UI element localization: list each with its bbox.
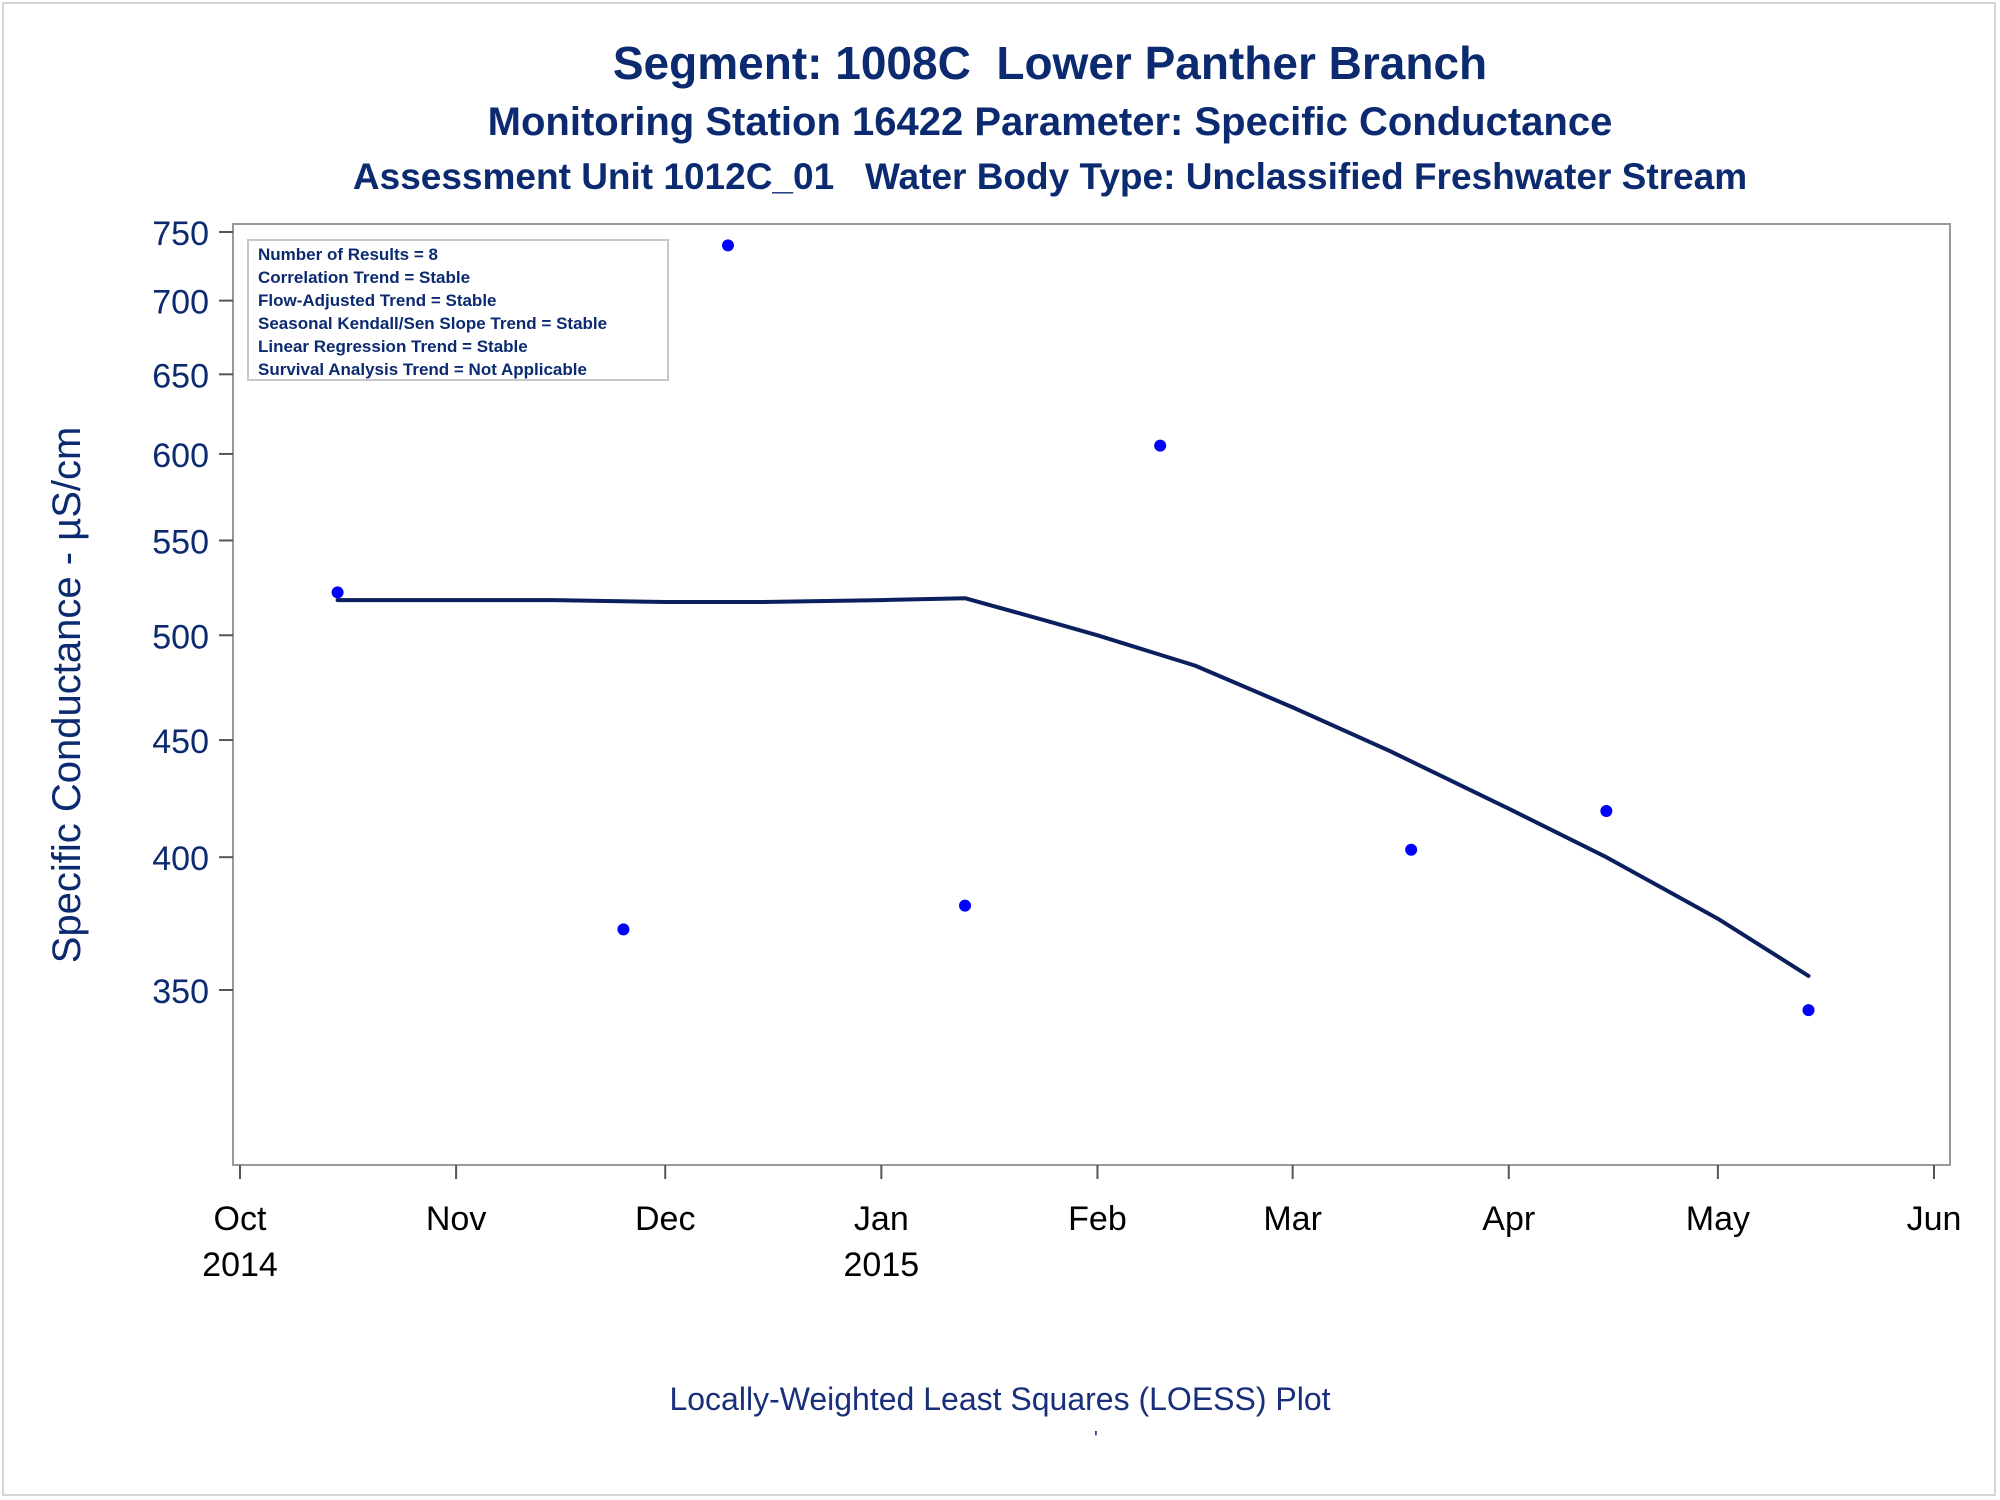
x-tick-label: Dec [635,1200,695,1238]
x-tick-label: Jan [854,1200,909,1238]
data-point [721,239,734,252]
y-axis: 350 400 450 500 550 600 650 700 750 [152,215,233,1011]
stats-line: Correlation Trend = Stable [258,268,470,287]
x-tick-label: Oct [214,1200,267,1238]
plot-area [232,223,1951,1166]
x-tick-year-label: 2015 [844,1246,920,1284]
data-point [617,923,630,936]
x-tick-label: Feb [1068,1200,1127,1238]
stats-line: Flow-Adjusted Trend = Stable [258,291,497,310]
chart-subtitle-station: Monitoring Station 16422 Parameter: Spec… [487,100,1613,144]
data-point [331,586,344,599]
y-tick-label: 650 [152,357,209,395]
data-points [331,239,1815,1017]
stats-box: Number of Results = 8 Correlation Trend =… [247,239,669,381]
y-axis-label: Specific Conductance - µS/cm [45,427,89,964]
y-tick-label: 750 [152,215,209,253]
loess-line [335,596,1811,978]
stats-box-border [247,239,669,381]
x-tick-label: Nov [426,1200,486,1238]
y-tick-label: 350 [152,973,209,1011]
data-point [1405,843,1418,856]
data-point [1154,439,1167,452]
y-tick-label: 400 [152,840,209,878]
y-tick-label: 450 [152,723,209,761]
y-tick-label: 700 [152,284,209,322]
x-axis: Oct 2014 Nov Dec Jan 2015 Feb Mar Apr May Jun [202,1165,1961,1284]
x-tick-label: May [1686,1200,1750,1238]
x-tick-label: Mar [1263,1200,1322,1238]
stats-line: Survival Analysis Trend = Not Applicable [258,360,587,379]
stats-line: Linear Regression Trend = Stable [258,337,528,356]
plot-footnote-mark: ' [1094,1428,1098,1450]
y-tick-label: 550 [152,523,209,561]
plot-footnote: Locally-Weighted Least Squares (LOESS) P… [669,1381,1331,1417]
y-tick-label: 500 [152,618,209,656]
stats-line: Seasonal Kendall/Sen Slope Trend = Stabl… [258,314,607,333]
data-point [1600,805,1613,818]
chart-title: Segment: 1008C Lower Panther Branch [612,37,1488,89]
data-point [959,899,972,912]
x-tick-label: Apr [1482,1200,1535,1238]
y-tick-label: 600 [152,437,209,475]
x-tick-year-label: 2014 [202,1246,278,1284]
chart-subtitle-assessment: Assessment Unit 1012C_01 Water Body Type… [352,156,1748,197]
x-tick-label: Jun [1907,1200,1962,1238]
stats-line: Number of Results = 8 [258,245,438,264]
data-point [1802,1004,1815,1017]
